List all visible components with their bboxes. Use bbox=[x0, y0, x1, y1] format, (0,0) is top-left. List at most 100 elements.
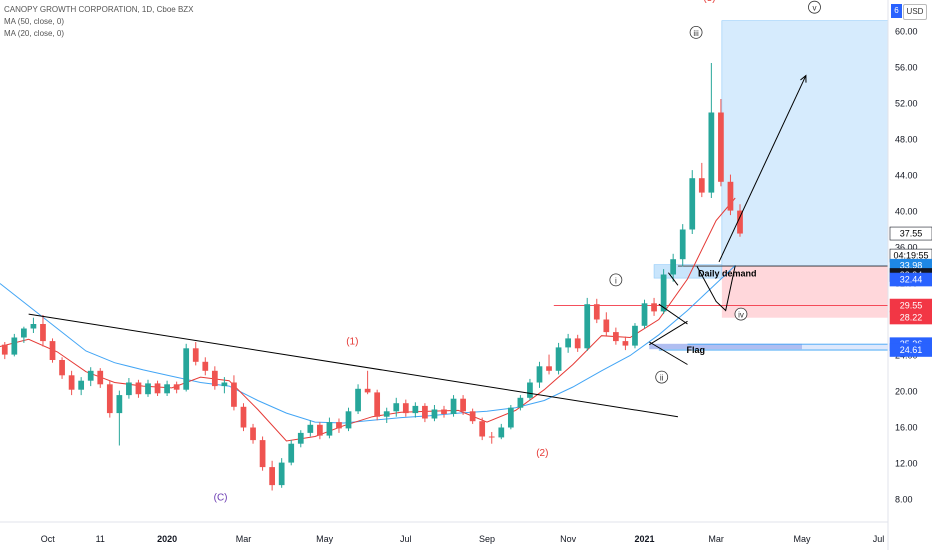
candle-body bbox=[336, 422, 342, 429]
wave-circle-5 bbox=[689, 26, 703, 39]
candle-35 bbox=[336, 418, 342, 433]
candle-55 bbox=[527, 378, 533, 401]
currency-button[interactable]: USD bbox=[903, 4, 927, 20]
candle-11 bbox=[106, 380, 113, 418]
candle-body bbox=[326, 422, 333, 436]
ma20-line bbox=[0, 197, 736, 442]
candle-body bbox=[593, 304, 600, 320]
candle-75 bbox=[718, 99, 724, 187]
candle-54 bbox=[517, 395, 524, 411]
candle-76 bbox=[727, 174, 734, 216]
x-tick-7: Nov bbox=[560, 534, 577, 544]
candle-13 bbox=[126, 378, 132, 399]
candle-72 bbox=[689, 170, 696, 234]
candle-45 bbox=[431, 405, 438, 422]
candle-body bbox=[145, 383, 151, 395]
candle-64 bbox=[613, 327, 619, 345]
candle-body bbox=[536, 366, 543, 383]
candle-23 bbox=[221, 377, 228, 394]
candle-body bbox=[154, 383, 161, 394]
target-zone bbox=[721, 20, 889, 266]
price-tag-label-1: 04:19:55 bbox=[893, 251, 928, 261]
annotation-0: Daily demand bbox=[698, 269, 757, 279]
candle-body bbox=[221, 382, 228, 387]
candle-body bbox=[355, 388, 361, 412]
candle-42 bbox=[402, 399, 409, 417]
candle-38 bbox=[364, 370, 371, 395]
candle-body bbox=[469, 411, 476, 422]
candle-57 bbox=[546, 354, 552, 375]
candle-body bbox=[727, 181, 734, 211]
candle-34 bbox=[326, 417, 333, 439]
x-tick-0: Oct bbox=[41, 534, 56, 544]
candle-43 bbox=[412, 402, 419, 418]
candle-30 bbox=[288, 440, 295, 466]
price-tag-label-0: 37.55 bbox=[900, 229, 923, 239]
candle-25 bbox=[240, 403, 247, 432]
candle-body bbox=[231, 382, 237, 407]
flag-zone bbox=[649, 343, 803, 350]
flag-zone-extension bbox=[802, 343, 888, 350]
candle-33 bbox=[317, 422, 323, 440]
candle-body bbox=[288, 443, 295, 463]
candle-15 bbox=[145, 379, 151, 397]
candle-body bbox=[345, 411, 352, 429]
symbol-title: CANOPY GROWTH CORPORATION, 1D, Cboe BZX bbox=[4, 5, 194, 14]
candle-53 bbox=[507, 405, 514, 430]
candle-20 bbox=[192, 342, 199, 366]
wave-label-6: ii bbox=[660, 374, 664, 383]
ma50-line bbox=[0, 265, 736, 424]
candle-21 bbox=[202, 357, 209, 376]
candle-body bbox=[202, 361, 209, 371]
candle-48 bbox=[460, 395, 466, 415]
candle-73 bbox=[698, 162, 705, 198]
candle-body bbox=[97, 370, 104, 385]
x-tick-6: Sep bbox=[479, 534, 495, 544]
wave-label-2: (C) bbox=[214, 492, 228, 503]
scale-marker-button[interactable]: 6 bbox=[891, 4, 902, 18]
trendline-4 bbox=[667, 272, 679, 286]
candle-39 bbox=[374, 389, 381, 421]
candle-body bbox=[383, 411, 390, 417]
candle-body bbox=[450, 398, 457, 414]
candle-body bbox=[259, 440, 266, 468]
x-tick-3: Mar bbox=[236, 534, 252, 544]
price-tag-label-8: 24.61 bbox=[900, 345, 923, 355]
candle-body bbox=[689, 178, 696, 230]
candle-51 bbox=[488, 432, 495, 444]
candle-4 bbox=[40, 315, 46, 347]
candle-body bbox=[135, 382, 142, 395]
candle-29 bbox=[278, 458, 285, 488]
candle-body bbox=[651, 303, 657, 312]
candle-body bbox=[479, 421, 486, 437]
wave-label-8: v bbox=[812, 4, 816, 13]
candle-74 bbox=[708, 63, 715, 198]
candle-body bbox=[30, 324, 37, 329]
candle-46 bbox=[441, 405, 447, 418]
candle-2 bbox=[21, 326, 27, 343]
candle-22 bbox=[211, 366, 218, 390]
candle-body bbox=[507, 407, 514, 428]
candle-body bbox=[708, 112, 715, 193]
price-tag-8 bbox=[889, 343, 932, 357]
price-tag-label-5: 29.55 bbox=[900, 301, 923, 311]
trendline-5 bbox=[696, 265, 736, 312]
wave-label-7: iv bbox=[738, 311, 744, 320]
candle-body bbox=[460, 398, 466, 412]
candle-71 bbox=[679, 224, 686, 267]
candle-body bbox=[603, 319, 610, 333]
candle-body bbox=[698, 178, 705, 193]
candle-47 bbox=[450, 395, 457, 417]
candle-body bbox=[441, 409, 447, 414]
candle-body bbox=[307, 424, 314, 433]
candle-body bbox=[68, 375, 75, 390]
candle-49 bbox=[469, 408, 476, 424]
wave-circle-8 bbox=[808, 0, 821, 14]
candle-70 bbox=[670, 253, 677, 282]
candle-67 bbox=[641, 299, 648, 329]
candle-body bbox=[517, 397, 524, 408]
candle-body bbox=[21, 328, 27, 338]
candle-6 bbox=[59, 357, 65, 379]
